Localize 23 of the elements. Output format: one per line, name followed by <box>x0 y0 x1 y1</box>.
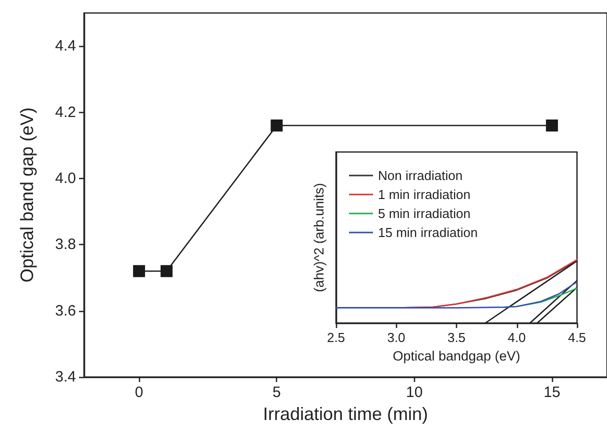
x-tick-label: 0 <box>134 384 144 401</box>
y-tick-label: 4.2 <box>55 104 76 121</box>
y-axis-title: Optical band gap (eV) <box>17 107 37 283</box>
y-tick-label: 4.0 <box>55 170 76 187</box>
y-axis-title: (ahv)^2 (arb.units) <box>312 182 326 292</box>
x-axis-title: Irradiation time (min) <box>262 404 428 424</box>
legend-label: 15 min irradiation <box>378 225 478 240</box>
y-tick-label: 4.4 <box>55 38 76 55</box>
legend-label: 5 min irradiation <box>378 206 470 221</box>
x-tick-label: 15 <box>544 384 560 401</box>
y-tick-label: 3.8 <box>55 236 76 254</box>
x-tick-label: 4.0 <box>508 330 526 345</box>
legend-label: Non irradiation <box>378 168 463 183</box>
x-axis-title: Optical bandgap (eV) <box>392 348 520 364</box>
legend-label: 1 min irradiation <box>378 187 470 202</box>
x-tick-label: 2.5 <box>326 330 346 345</box>
y-tick-label: 3.4 <box>55 368 76 386</box>
x-tick-label: 5 <box>272 384 281 401</box>
x-tick-label: 3.5 <box>447 330 466 345</box>
x-tick-label: 3.0 <box>387 330 406 345</box>
y-tick-label: 3.6 <box>55 302 76 320</box>
x-tick-label: 4.5 <box>568 330 586 345</box>
x-tick-label: 10 <box>406 384 423 401</box>
